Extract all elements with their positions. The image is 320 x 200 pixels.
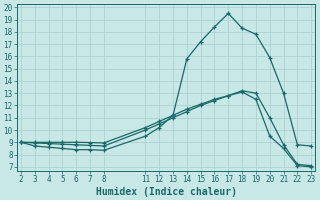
X-axis label: Humidex (Indice chaleur): Humidex (Indice chaleur) <box>96 186 236 197</box>
